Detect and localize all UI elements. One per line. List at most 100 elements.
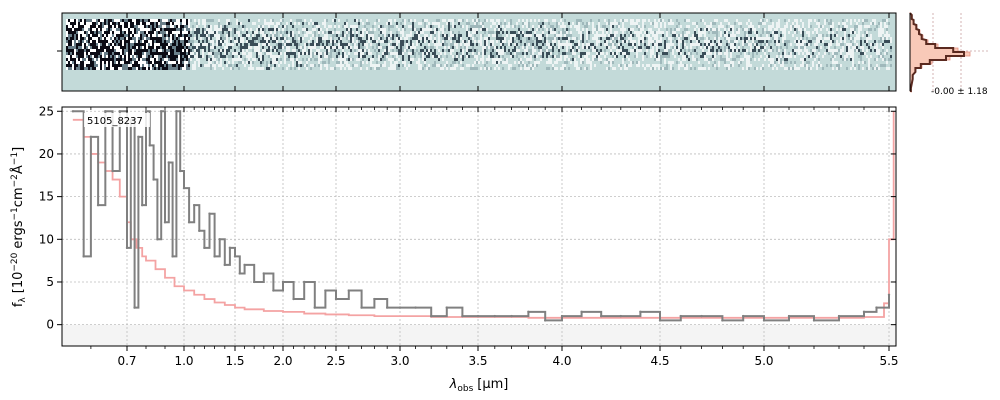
trace-pixel [712,49,714,52]
trace-pixel [174,49,176,52]
trace-pixel [82,28,84,31]
trace-pixel [756,31,758,34]
trace-pixel [834,46,836,49]
trace-pixel [518,37,520,40]
trace-pixel [574,49,576,52]
trace-pixel [744,34,746,37]
trace-pixel [420,52,422,55]
trace-pixel [846,46,848,49]
trace-pixel [690,40,692,43]
trace-pixel [226,28,228,31]
y-tick-label: 10 [39,232,54,246]
trace-pixel [352,34,354,37]
trace-pixel [178,19,180,22]
trace-pixel [98,55,100,58]
trace-pixel [86,19,88,22]
trace-pixel [218,37,220,40]
trace-pixel [242,61,244,64]
trace-pixel [638,31,640,34]
trace-pixel [734,34,736,37]
trace-pixel [428,43,430,46]
trace-pixel [496,61,498,64]
trace-pixel [818,25,820,28]
trace-pixel [784,49,786,52]
trace-pixel [208,28,210,31]
trace-pixel [652,64,654,67]
trace-pixel [844,55,846,58]
trace-pixel [218,25,220,28]
trace-pixel [96,31,98,34]
spectrum-point [228,246,232,250]
trace-pixel [272,19,274,22]
trace-pixel [106,25,108,28]
trace-pixel [84,34,86,37]
trace-pixel [794,40,796,43]
trace-pixel [114,34,116,37]
trace-pixel [738,49,740,52]
trace-pixel [888,40,890,43]
trace-pixel [598,22,600,25]
trace-pixel [338,61,340,64]
trace-pixel [480,43,482,46]
trace-pixel [212,58,214,61]
trace-pixel [756,37,758,40]
trace-pixel [434,31,436,34]
trace-pixel [326,46,328,49]
trace-pixel [224,25,226,28]
trace-pixel [398,34,400,37]
trace-pixel [266,37,268,40]
trace-pixel [534,31,536,34]
trace-pixel [274,55,276,58]
trace-pixel [684,58,686,61]
trace-pixel [750,49,752,52]
trace-pixel [566,46,568,49]
trace-pixel [580,31,582,34]
trace-pixel [390,64,392,67]
trace-pixel [194,49,196,52]
trace-pixel [792,52,794,55]
trace-pixel [72,52,74,55]
trace-pixel [426,46,428,49]
trace-pixel [470,34,472,37]
trace-pixel [578,49,580,52]
trace-pixel [306,58,308,61]
trace-pixel [456,43,458,46]
trace-pixel [424,22,426,25]
trace-pixel [532,46,534,49]
trace-pixel [434,28,436,31]
trace-pixel [484,37,486,40]
trace-pixel [236,64,238,67]
trace-pixel [108,46,110,49]
trace-pixel [880,40,882,43]
trace-pixel [112,64,114,67]
trace-pixel [132,43,134,46]
trace-pixel [210,25,212,28]
trace-pixel [692,55,694,58]
trace-pixel [170,31,172,34]
trace-pixel [74,43,76,46]
trace-pixel [384,28,386,31]
trace-pixel [276,49,278,52]
trace-pixel [338,43,340,46]
trace-pixel [124,49,126,52]
trace-pixel [312,28,314,31]
trace-pixel [430,34,432,37]
trace-pixel [630,43,632,46]
trace-pixel [524,46,526,49]
trace-pixel [194,37,196,40]
trace-pixel [522,25,524,28]
trace-pixel [540,34,542,37]
trace-pixel [384,55,386,58]
trace-pixel [760,37,762,40]
trace-pixel [680,64,682,67]
trace-pixel [670,43,672,46]
trace-pixel [176,34,178,37]
trace-pixel [70,40,72,43]
trace-pixel [334,43,336,46]
trace-pixel [92,28,94,31]
trace-pixel [300,19,302,22]
trace-pixel [312,40,314,43]
trace-pixel [738,61,740,64]
trace-pixel [126,31,128,34]
trace-pixel [858,55,860,58]
